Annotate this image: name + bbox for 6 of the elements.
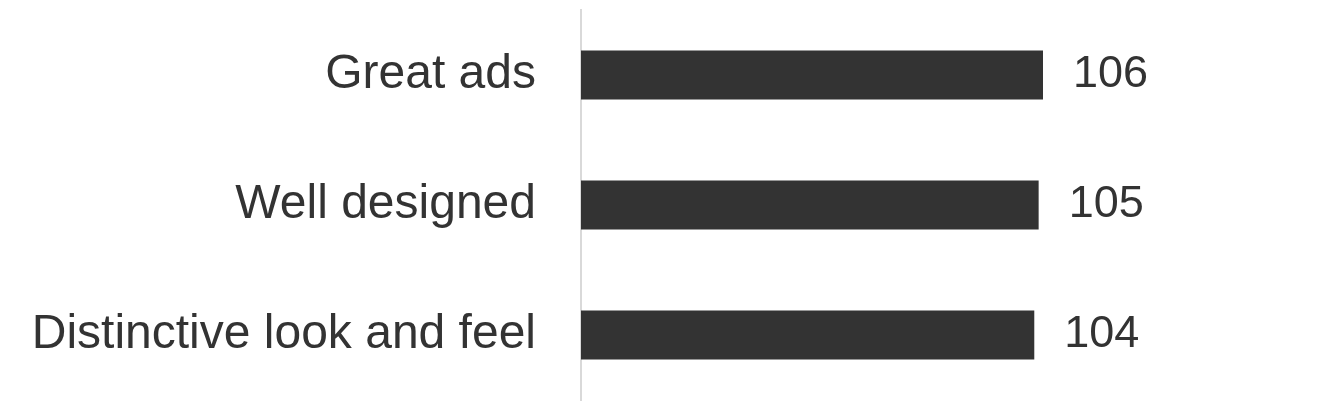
data-label: 104: [1064, 306, 1140, 358]
y-tick-label: Well designed: [235, 175, 536, 229]
y-tick-label: Great ads: [325, 45, 536, 99]
y-tick-label: Distinctive look and feel: [31, 305, 536, 359]
data-label: 106: [1073, 46, 1149, 98]
data-label: 105: [1068, 176, 1144, 228]
